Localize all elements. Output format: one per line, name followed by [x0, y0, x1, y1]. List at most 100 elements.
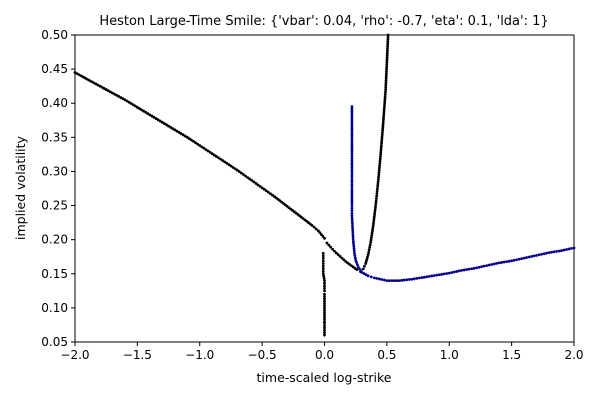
scatter-point — [386, 35, 390, 39]
scatter-point — [327, 243, 331, 247]
scatter-point — [384, 72, 388, 76]
scatter-point — [210, 152, 214, 156]
scatter-point — [370, 233, 374, 237]
scatter-point — [370, 231, 374, 235]
scatter-point — [350, 175, 354, 179]
scatter-point — [386, 47, 389, 51]
scatter-point — [386, 33, 390, 37]
scatter-point — [462, 268, 466, 272]
scatter-point — [497, 261, 501, 265]
scatter-point — [200, 145, 204, 149]
scatter-point — [350, 171, 354, 174]
scatter-point — [445, 272, 449, 275]
scatter-point — [271, 193, 274, 197]
scatter-point — [515, 258, 519, 262]
scatter-point — [321, 262, 325, 265]
y-tick-label: 0.30 — [41, 164, 68, 178]
scatter-point — [452, 270, 456, 274]
scatter-point — [375, 196, 378, 200]
scatter-point — [384, 76, 388, 80]
scatter-point — [160, 120, 164, 124]
scatter-point — [522, 256, 526, 260]
scatter-point — [350, 107, 354, 111]
scatter-point — [383, 104, 386, 107]
scatter-point — [437, 273, 441, 277]
scatter-point — [138, 107, 141, 110]
scatter-point — [374, 199, 378, 203]
scatter-point — [427, 274, 431, 278]
y-tick-label: 0.25 — [41, 199, 68, 213]
scatter-point — [350, 164, 354, 167]
scatter-point — [550, 250, 553, 254]
scatter-point — [227, 163, 231, 167]
scatter-point — [100, 85, 104, 89]
scatter-point — [163, 122, 166, 125]
scatter-point — [266, 190, 270, 194]
scatter-point — [185, 135, 189, 139]
data-points — [73, 33, 576, 337]
scatter-point — [323, 333, 326, 337]
scatter-point — [381, 120, 385, 123]
scatter-point — [321, 251, 325, 255]
scatter-point — [319, 233, 323, 236]
scatter-point — [127, 100, 131, 104]
scatter-point — [323, 323, 326, 327]
x-tick-label: 1.0 — [440, 348, 459, 362]
scatter-point — [350, 147, 354, 151]
scatter-point — [334, 251, 338, 255]
scatter-point — [88, 79, 91, 82]
scatter-point — [158, 119, 162, 123]
scatter-point — [350, 188, 354, 191]
scatter-point — [386, 44, 389, 48]
scatter-point — [402, 278, 406, 282]
scatter-point — [208, 150, 212, 154]
scatter-point — [386, 40, 390, 44]
scatter-point — [350, 136, 354, 140]
x-tick-label: −2.0 — [60, 348, 89, 362]
chart-title: Heston Large-Time Smile: {'vbar': 0.04, … — [99, 14, 548, 29]
scatter-point — [198, 144, 202, 147]
scatter-point — [350, 154, 354, 158]
scatter-point — [560, 249, 563, 252]
scatter-point — [364, 273, 368, 277]
scatter-point — [382, 106, 386, 110]
scatter-point — [385, 279, 389, 282]
scatter-point — [420, 276, 424, 279]
scatter-point — [212, 153, 216, 157]
scatter-point — [102, 87, 106, 90]
scatter-point — [386, 38, 390, 41]
scatter-point — [350, 131, 354, 135]
scatter-point — [373, 210, 377, 214]
scatter-point — [310, 223, 314, 227]
scatter-point — [350, 159, 354, 163]
scatter-point — [350, 109, 354, 113]
scatter-point — [73, 71, 77, 74]
scatter-point — [555, 250, 558, 253]
scatter-point — [350, 134, 354, 137]
scatter-point — [351, 233, 355, 237]
scatter-point — [376, 180, 380, 184]
scatter-point — [351, 226, 354, 230]
scatter-point — [350, 192, 354, 196]
scatter-point — [350, 166, 354, 170]
scatter-point — [381, 124, 385, 128]
scatter-point — [527, 255, 531, 259]
scatter-point — [432, 274, 436, 277]
scatter-point — [323, 279, 326, 282]
scatter-point — [366, 274, 370, 278]
scatter-point — [460, 268, 464, 272]
scatter-point — [430, 274, 434, 278]
scatter-point — [350, 197, 354, 201]
scatter-point — [384, 74, 388, 78]
scatter-point — [360, 271, 364, 274]
scatter-point — [165, 123, 168, 127]
scatter-point — [373, 276, 376, 280]
scatter-point — [140, 108, 143, 112]
scatter-point — [321, 272, 325, 276]
scatter-point — [350, 156, 354, 160]
scatter-point — [472, 266, 476, 270]
scatter-point — [323, 292, 326, 296]
scatter-point — [352, 240, 355, 244]
scatter-point — [350, 127, 354, 131]
scatter-point — [229, 164, 233, 168]
